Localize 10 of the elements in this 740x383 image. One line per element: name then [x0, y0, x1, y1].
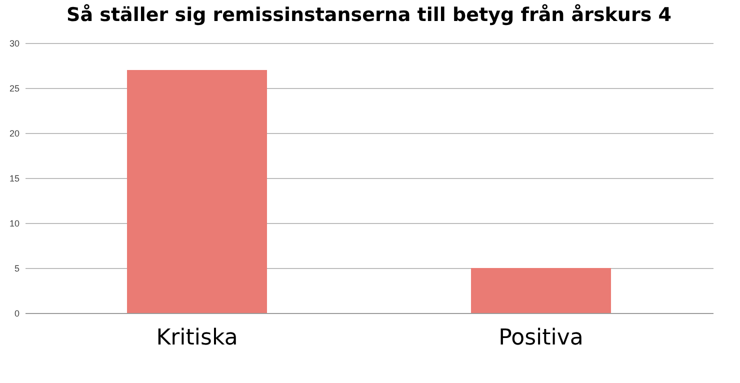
y-tick-label: 15 — [9, 174, 20, 184]
y-tick-label: 5 — [14, 264, 20, 274]
y-tick-label: 10 — [9, 218, 20, 228]
y-tick-label: 20 — [9, 128, 20, 138]
x-tick-label: Positiva — [498, 326, 584, 350]
y-tick-label: 0 — [14, 308, 20, 318]
chart-title: Så ställer sig remissinstanserna till betyg från årskurs 4 — [66, 4, 672, 26]
x-tick-label: Kritiska — [156, 326, 238, 350]
y-tick-label: 30 — [9, 38, 20, 48]
y-tick-label: 25 — [9, 84, 20, 94]
